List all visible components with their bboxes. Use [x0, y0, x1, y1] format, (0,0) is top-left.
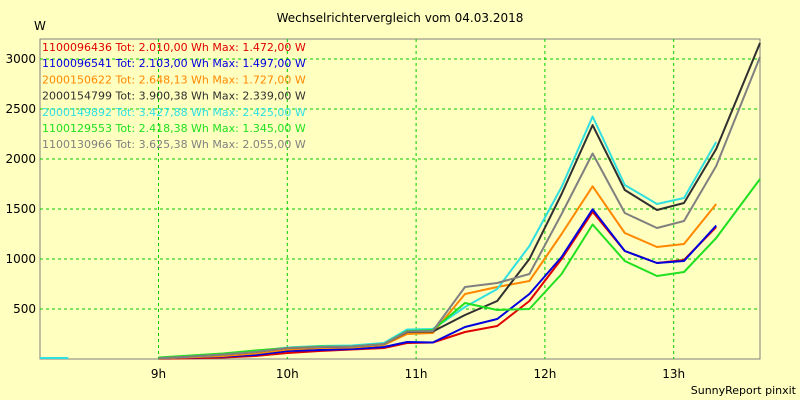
x-tick-label: 12h: [533, 367, 556, 381]
x-tick-label: 10h: [276, 367, 299, 381]
grid: [40, 39, 760, 359]
y-tick-label: 2000: [5, 152, 36, 166]
y-tick-label: 3000: [5, 52, 36, 66]
y-axis: 500 1000 1500 2000 2500 3000: [5, 52, 36, 316]
y-axis-unit: W: [34, 19, 46, 33]
y-tick-label: 500: [13, 302, 36, 316]
legend-entry-1100096436: 1100096436 Tot: 2.010,00 Wh Max: 1.472,0…: [42, 41, 306, 54]
y-tick-label: 2500: [5, 102, 36, 116]
plot-area: [39, 38, 761, 360]
legend-entry-2000149892: 2000149892 Tot: 3.427,88 Wh Max: 2.425,0…: [42, 106, 306, 119]
legend-entry-1100096541: 1100096541 Tot: 2.103,00 Wh Max: 1.497,0…: [42, 57, 306, 70]
y-tick-label: 1500: [5, 202, 36, 216]
series-line-1100129553: [158, 178, 761, 359]
chart-title: Wechselrichtervergleich vom 04.03.2018: [277, 11, 524, 25]
footer-credit: SunnyReport pinxit: [691, 384, 797, 397]
x-tick-label: 9h: [151, 367, 166, 381]
legend-entry-2000150622: 2000150622 Tot: 2.648,13 Wh Max: 1.727,0…: [42, 73, 306, 86]
x-axis: 9h 10h 11h 12h 13h: [151, 367, 685, 381]
legend-entry-1100130966: 1100130966 Tot: 3.625,38 Wh Max: 2.055,0…: [42, 138, 306, 151]
series-line-2000150622: [158, 185, 717, 360]
legend-entry-2000154799: 2000154799 Tot: 3.900,38 Wh Max: 2.339,0…: [42, 90, 306, 103]
y-tick-label: 1000: [5, 252, 36, 266]
legend-entry-1100129553: 1100129553 Tot: 2.418,38 Wh Max: 1.345,0…: [42, 122, 306, 135]
x-tick-label: 11h: [405, 367, 428, 381]
series-lines: [40, 42, 761, 360]
series-line-1100130966: [158, 56, 761, 360]
series-line-1100096541: [158, 208, 717, 360]
x-tick-label: 13h: [662, 367, 685, 381]
legend: 1100096436 Tot: 2.010,00 Wh Max: 1.472,0…: [42, 41, 306, 151]
